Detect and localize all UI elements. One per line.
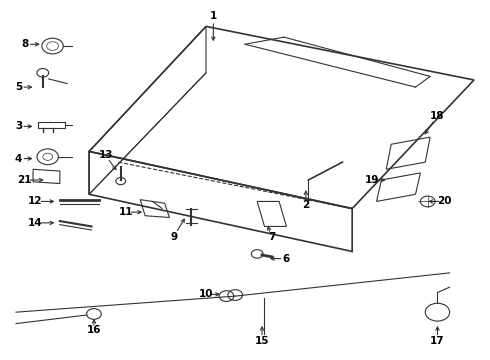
Text: 13: 13 bbox=[99, 150, 113, 160]
Text: 21: 21 bbox=[18, 175, 32, 185]
Text: 10: 10 bbox=[199, 289, 213, 299]
Text: 8: 8 bbox=[21, 39, 28, 49]
Text: 9: 9 bbox=[171, 232, 178, 242]
Text: 16: 16 bbox=[87, 325, 101, 335]
Text: 19: 19 bbox=[365, 175, 379, 185]
Text: 17: 17 bbox=[430, 336, 445, 346]
Text: 18: 18 bbox=[430, 111, 445, 121]
Text: 3: 3 bbox=[15, 121, 22, 131]
Text: 1: 1 bbox=[210, 11, 217, 21]
Text: 12: 12 bbox=[28, 197, 43, 206]
Bar bbox=[38, 122, 65, 128]
Text: 4: 4 bbox=[15, 154, 22, 163]
Text: 6: 6 bbox=[283, 253, 290, 264]
Text: 7: 7 bbox=[268, 232, 275, 242]
Text: 15: 15 bbox=[255, 336, 270, 346]
Text: 11: 11 bbox=[119, 207, 133, 217]
Text: 5: 5 bbox=[15, 82, 22, 92]
Text: 2: 2 bbox=[302, 200, 310, 210]
Text: 14: 14 bbox=[28, 218, 43, 228]
Text: 20: 20 bbox=[438, 197, 452, 206]
